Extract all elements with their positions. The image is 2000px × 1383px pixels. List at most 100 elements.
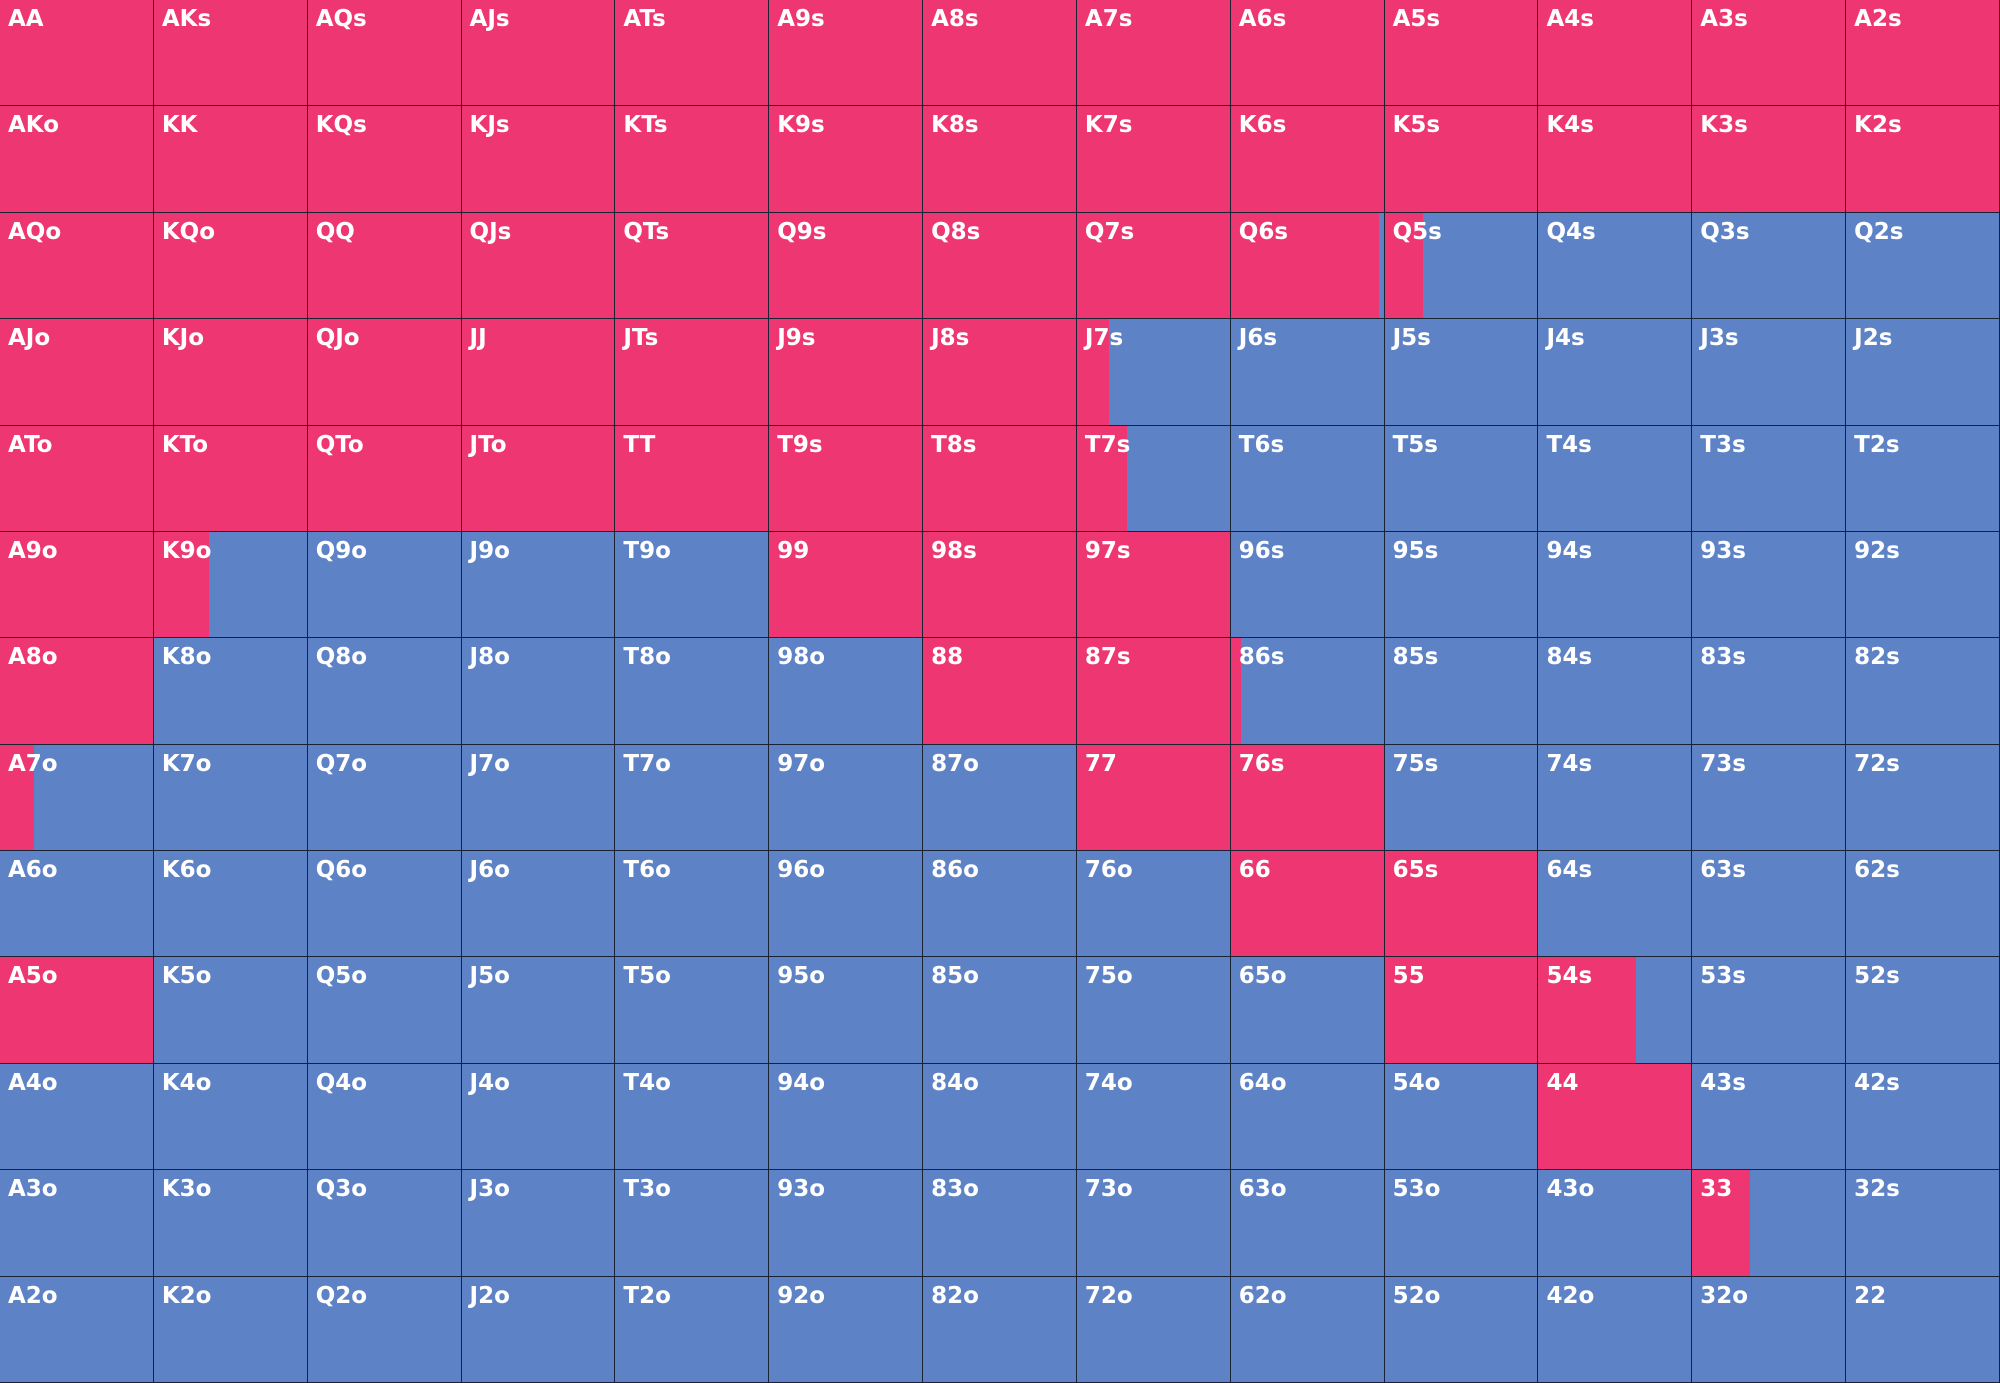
hand-cell: A5o: [0, 957, 154, 1064]
raise-fill: [0, 425, 153, 531]
raise-fill: [923, 425, 1076, 531]
hand-label: A2s: [1854, 6, 1902, 32]
raise-fill: [0, 531, 153, 638]
hand-cell: T2o: [615, 1276, 770, 1383]
hand-cell: KJs: [461, 106, 616, 213]
hand-cell: Q5o: [307, 957, 462, 1064]
hand-label: 87o: [931, 750, 979, 777]
hand-label: Q6o: [315, 857, 368, 884]
hand-cell: J4o: [461, 1063, 616, 1171]
hand-cell: Q3o: [307, 1170, 462, 1277]
hand-label: A7s: [1084, 6, 1133, 32]
hand-label: 92s: [1854, 537, 1900, 564]
hand-label: AA: [8, 6, 44, 32]
hand-label: 74o: [1084, 1069, 1133, 1096]
hand-cell: AJo: [0, 319, 154, 426]
raise-fill: [1076, 106, 1230, 212]
hand-label: 93o: [777, 1176, 826, 1203]
raise-fill: [1230, 212, 1380, 319]
hand-cell: AJs: [461, 0, 616, 107]
hand-label: 42s: [1854, 1069, 1900, 1096]
hand-label: K2s: [1854, 112, 1902, 139]
hand-label: AKs: [161, 6, 212, 32]
hand-cell: T5o: [615, 957, 770, 1064]
hand-cell: A2o: [0, 1276, 154, 1383]
hand-label: 55: [1392, 963, 1425, 990]
hand-cell: 53o: [1384, 1170, 1539, 1277]
hand-cell: 86s: [1230, 638, 1385, 745]
hand-cell: 94o: [769, 1063, 924, 1171]
hand-label: T5s: [1392, 431, 1438, 458]
hand-cell: 42s: [1846, 1063, 2000, 1171]
hand-cell: Q9o: [307, 531, 462, 639]
raise-fill: [769, 531, 923, 638]
hand-label: T7o: [623, 750, 671, 777]
hand-label: 74s: [1546, 750, 1593, 777]
hand-label: J5o: [469, 963, 510, 990]
hand-label: Q8s: [931, 218, 981, 245]
raise-fill: [615, 212, 769, 319]
hand-label: KJs: [469, 112, 510, 139]
hand-label: T2s: [1854, 431, 1900, 458]
hand-label: J3o: [469, 1176, 510, 1203]
hand-label: T8s: [931, 431, 977, 458]
hand-cell: 32o: [1692, 1276, 1847, 1383]
hand-label: 65s: [1392, 857, 1439, 884]
hand-cell: AQo: [0, 212, 154, 320]
hand-label: 77: [1084, 750, 1117, 777]
hand-cell: T2s: [1846, 425, 2000, 532]
hand-cell: 75o: [1076, 957, 1231, 1064]
hand-cell: 84s: [1538, 638, 1693, 745]
hand-label: J4o: [469, 1069, 510, 1096]
hand-label: K8o: [161, 644, 212, 671]
hand-cell: T9o: [615, 531, 770, 639]
hand-cell: 73s: [1692, 744, 1847, 852]
hand-label: J6o: [469, 857, 510, 884]
hand-cell: 64o: [1230, 1063, 1385, 1171]
hand-label: 52s: [1854, 963, 1900, 990]
hand-cell: A9s: [769, 0, 924, 107]
hand-cell: JJ: [461, 319, 616, 426]
hand-label: 75s: [1392, 750, 1439, 777]
raise-fill: [153, 531, 209, 638]
hand-label: J8s: [931, 325, 970, 352]
hand-cell: AA: [0, 0, 154, 107]
hand-cell: 72s: [1846, 744, 2000, 852]
hand-label: K5s: [1392, 112, 1441, 139]
raise-fill: [1076, 425, 1128, 531]
hand-cell: T7o: [615, 744, 770, 852]
raise-fill: [0, 0, 153, 106]
hand-label: 87s: [1084, 644, 1131, 671]
hand-cell: QJs: [461, 212, 616, 320]
hand-cell: T8o: [615, 638, 770, 745]
hand-label: J2o: [469, 1282, 510, 1309]
raise-fill: [1230, 106, 1384, 212]
hand-label: 98o: [777, 644, 826, 671]
hand-cell: A3s: [1692, 0, 1847, 107]
raise-fill: [1076, 531, 1230, 638]
hand-cell: ATs: [615, 0, 770, 107]
hand-cell: 88: [923, 638, 1077, 745]
hand-cell: AKs: [153, 0, 308, 107]
raise-fill: [153, 319, 307, 425]
hand-cell: 99: [769, 531, 924, 639]
hand-label: T2o: [623, 1282, 671, 1309]
hand-cell: K6s: [1230, 106, 1385, 213]
hand-cell: 76s: [1230, 744, 1385, 852]
hand-cell: 62s: [1846, 851, 2000, 958]
raise-fill: [1076, 212, 1230, 319]
raise-fill: [153, 0, 307, 106]
hand-label: K4s: [1546, 112, 1594, 139]
hand-label: 93s: [1700, 537, 1746, 564]
hand-cell: K8o: [153, 638, 308, 745]
hand-label: 64o: [1238, 1069, 1287, 1096]
hand-label: 44: [1546, 1069, 1579, 1096]
hand-label: QTs: [623, 218, 670, 245]
hand-cell: K2o: [153, 1276, 308, 1383]
hand-label: A5o: [8, 963, 58, 990]
raise-fill: [1076, 638, 1230, 744]
hand-label: A5s: [1392, 6, 1441, 32]
hand-cell: J8s: [923, 319, 1077, 426]
hand-cell: A4o: [0, 1063, 154, 1171]
hand-label: J8o: [469, 644, 510, 671]
